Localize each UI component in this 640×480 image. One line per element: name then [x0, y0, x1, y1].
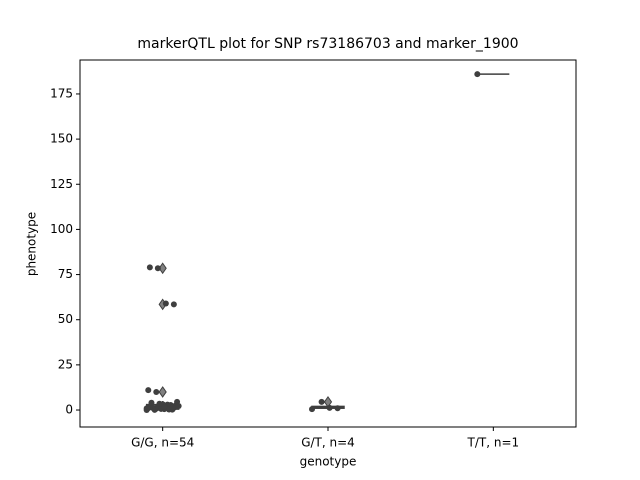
point	[161, 403, 168, 410]
point	[146, 264, 153, 271]
y-tick-label: 75	[58, 267, 73, 281]
chart-title: markerQTL plot for SNP rs73186703 and ma…	[137, 36, 518, 52]
point	[175, 403, 182, 410]
point	[148, 399, 155, 406]
y-tick-label: 0	[65, 403, 73, 417]
point	[162, 300, 169, 307]
point	[145, 387, 152, 394]
y-axis-label: phenotype	[25, 212, 39, 276]
point	[309, 406, 315, 413]
y-tick-label: 150	[50, 132, 73, 146]
y-tick-label: 125	[50, 177, 73, 191]
y-tick-label: 25	[58, 357, 73, 371]
point	[169, 404, 176, 411]
point	[326, 404, 333, 411]
point	[334, 405, 341, 412]
y-tick-label: 175	[50, 86, 73, 100]
x-axis-label: genotype	[300, 455, 357, 469]
point	[151, 406, 158, 413]
y-tick-label: 100	[50, 222, 73, 236]
x-tick-label: T/T, n=1	[467, 436, 520, 450]
plot-frame	[79, 59, 577, 428]
point	[170, 301, 177, 308]
flier	[158, 386, 167, 398]
point	[474, 71, 481, 78]
x-tick-label: G/T, n=4	[301, 436, 355, 450]
point	[318, 398, 325, 405]
x-tick-label: G/G, n=54	[131, 436, 194, 450]
y-tick-label: 50	[58, 312, 73, 326]
point	[143, 405, 150, 412]
point	[153, 388, 160, 395]
point	[154, 265, 161, 272]
